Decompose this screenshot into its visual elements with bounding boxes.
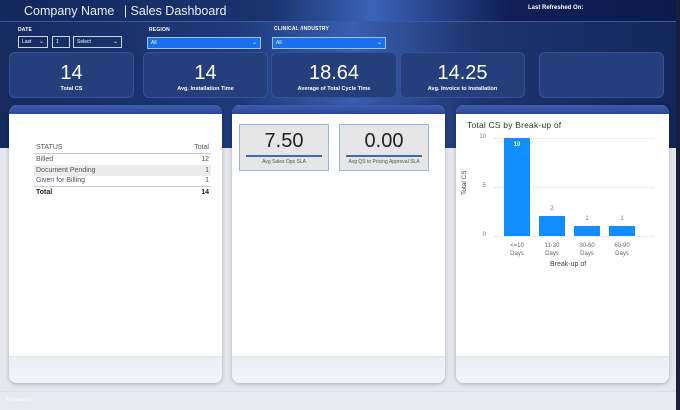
kpi-label: Average of Total Cycle Time [297,86,371,92]
kpi-label: Avg. Installation Time [177,86,234,92]
sla-value: 0.00 [364,130,404,152]
title-bar: Company Name | Sales Dashboard Last Refr… [0,0,676,22]
kpi-label: Avg. Invoice to Installation [427,86,498,92]
industry-filter-label: CLINICAL /INDUSTRY [274,26,329,32]
chart-panel: Total CS by Break-up of Total CS 10 5 0 … [456,105,669,383]
chevron-down-icon: ⌄ [38,39,44,45]
bar-value-label: 10 [513,142,521,148]
panel-footer [9,356,222,383]
kpi-value: 18.64 [308,62,360,84]
bar-11-30-days[interactable] [539,216,565,236]
last-refreshed-label: Last Refreshed On: [528,5,584,11]
x-tick: 60-90 Days [614,243,630,257]
company-name: Company Name [24,4,115,18]
date-unit-value: Select [77,39,91,45]
chart-title: Total CS by Break-up of [467,120,562,130]
industry-value: All [276,40,282,46]
table-total-row: Total 14 [34,186,211,198]
region-filter-label: REGION [149,27,170,33]
x-tick: <=10 Days [510,243,524,257]
chevron-down-icon: ⌄ [376,40,382,46]
powered-by-text: Powered by [6,397,33,403]
table-row[interactable]: Given for Billing 1 [34,176,211,187]
total-value: 14 [170,186,211,198]
date-period-select[interactable]: Last ⌄ [18,36,48,48]
panel-footer [232,356,445,383]
table-row[interactable]: Billed 12 [34,154,211,165]
chevron-down-icon: ⌄ [251,40,257,46]
bar-le10-days[interactable] [504,138,530,236]
right-edge [676,0,680,410]
x-axis-label: Break-up of [550,261,587,268]
total-cell: 1 [205,177,209,185]
kpi-value: 14 [194,62,217,84]
page-title: Company Name | Sales Dashboard [24,4,226,18]
status-cell: Given for Billing [36,177,86,185]
y-tick: 10 [479,134,486,140]
kpi-value: 14 [60,62,83,84]
sla-value: 7.50 [264,130,304,152]
kpi-empty [539,52,664,98]
dashboard-title: Sales Dashboard [130,4,227,18]
table-header-row: STATUS Total [34,142,211,154]
date-count-value: 1 [56,39,59,45]
sla-card-qs-pricing: 0.00 Avg QS to Pricing Approval SLA [339,124,429,171]
bar-60-90-days[interactable] [609,226,635,236]
region-value: All [151,40,157,46]
x-tick: 11-30 Days [544,243,560,257]
sla-panel: 7.50 Avg Sales Ops SLA 0.00 Avg QS to Pr… [232,105,445,383]
panel-cap [9,105,222,114]
sla-card-sales-ops: 7.50 Avg Sales Ops SLA [239,124,329,171]
y-tick: 5 [482,183,486,189]
y-axis-label: Total CS [461,170,468,195]
kpi-avg-installation-time: 14 Avg. Installation Time [143,52,268,98]
x-tick: 30-60 Days [579,243,595,257]
page-footer: Powered by [0,391,676,410]
gridline [494,138,654,139]
sla-label: Avg Sales Ops SLA [262,158,306,165]
chevron-down-icon: ⌄ [112,39,118,45]
bar-value-label: 2 [550,206,554,212]
kpi-label: Total CS [60,86,83,92]
total-label: Total [34,186,171,198]
kpi-total-cs: 14 Total CS [9,52,134,98]
sla-label: Avg QS to Pricing Approval SLA [348,158,420,165]
total-cell: 12 [201,155,209,163]
table-row[interactable]: Document Pending 1 [34,164,211,176]
sla-underline [346,155,422,157]
title-separator: | [123,4,128,18]
panel-cap [456,105,669,114]
panel-cap [232,105,445,114]
status-table: STATUS Total Billed 12 Document Pending … [34,142,211,198]
date-count-input[interactable]: 1 [52,36,70,48]
date-filter-label: DATE [18,27,33,33]
status-cell: Billed [36,155,54,163]
industry-dropdown[interactable]: All ⌄ [272,37,386,49]
date-period-value: Last [22,39,32,45]
kpi-avg-total-cycle-time: 18.64 Average of Total Cycle Time [271,52,397,98]
column-header-total[interactable]: Total [170,142,211,154]
gridline [494,236,654,237]
sla-underline [246,155,322,157]
bar-30-60-days[interactable] [574,226,600,236]
y-tick: 0 [482,232,486,238]
status-cell: Document Pending [34,164,171,176]
column-header-status[interactable]: STATUS [34,142,171,154]
panel-footer [456,356,669,383]
kpi-value: 14.25 [437,62,488,84]
status-table-panel: STATUS Total Billed 12 Document Pending … [9,105,222,383]
date-unit-select[interactable]: Select ⌄ [73,36,122,48]
total-cell: 1 [170,164,211,176]
region-dropdown[interactable]: All ⌄ [147,37,261,49]
kpi-avg-invoice-to-installation: 14.25 Avg. Invoice to Installation [400,52,525,98]
bar-value-label: 1 [620,216,624,222]
bar-value-label: 1 [585,216,589,222]
gridline [494,187,654,188]
